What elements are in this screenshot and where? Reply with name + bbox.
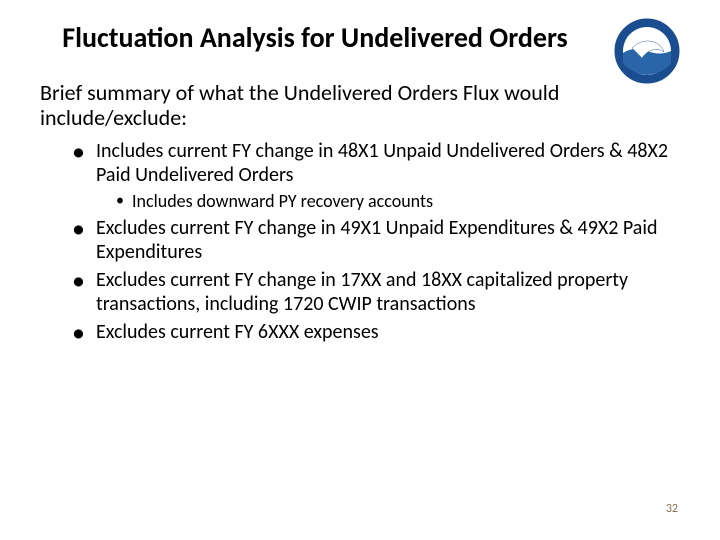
- page-number: 32: [666, 502, 678, 516]
- bullet-item: Excludes current FY change in 49X1 Unpai…: [76, 216, 680, 264]
- intro-text: Brief summary of what the Undelivered Or…: [40, 80, 680, 131]
- bullet-text: Excludes current FY 6XXX expenses: [96, 320, 379, 344]
- sub-bullet-text: Includes downward PY recovery accounts: [132, 190, 433, 212]
- bullet-list: Includes current FY change in 48X1 Unpai…: [40, 139, 680, 345]
- sub-bullet-list: Includes downward PY recovery accounts: [96, 191, 680, 213]
- noaa-logo: [614, 18, 680, 84]
- bullet-item: Excludes current FY change in 17XX and 1…: [76, 268, 680, 316]
- sub-bullet-item: Includes downward PY recovery accounts: [116, 191, 680, 213]
- bullet-text: Excludes current FY change in 17XX and 1…: [96, 268, 628, 316]
- bullet-item: Includes current FY change in 48X1 Unpai…: [76, 139, 680, 213]
- bullet-text: Includes current FY change in 48X1 Unpai…: [96, 139, 668, 187]
- slide-title: Fluctuation Analysis for Undelivered Ord…: [40, 22, 680, 54]
- bullet-text: Excludes current FY change in 49X1 Unpai…: [96, 216, 657, 264]
- slide-container: Fluctuation Analysis for Undelivered Ord…: [0, 0, 720, 540]
- bullet-item: Excludes current FY 6XXX expenses: [76, 320, 680, 344]
